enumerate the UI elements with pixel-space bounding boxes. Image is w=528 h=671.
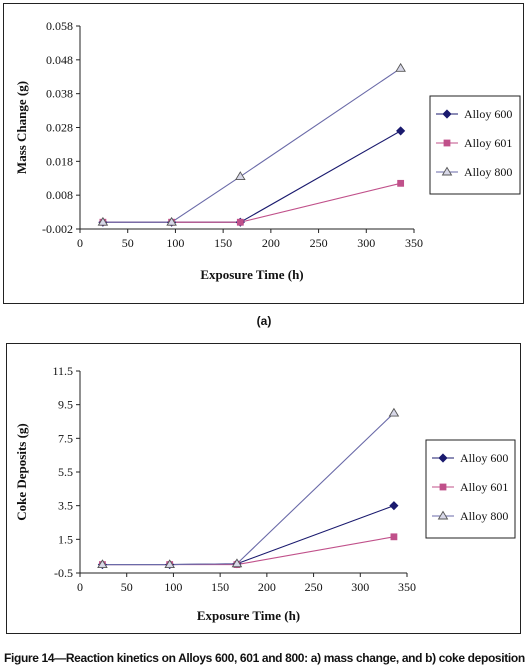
data-point [164,559,175,569]
y-tick-label: 0.008 [46,188,73,202]
data-point [97,216,109,226]
y-tick-label: 5.5 [58,465,73,479]
y-tick-label: 0.018 [46,154,73,168]
x-tick-label: 250 [305,580,323,594]
series-line [102,130,401,223]
y-tick-label: 0.038 [46,87,73,101]
x-tick-label: 100 [164,580,182,594]
legend-marker [439,483,447,491]
data-point [390,533,398,541]
y-tick-label: 3.5 [58,499,73,513]
x-axis-title: Exposure Time (h) [200,267,303,282]
y-tick-label: 7.5 [58,431,73,445]
y-tick-label: 0.028 [46,121,73,135]
data-point [235,171,246,181]
legend-marker [441,166,453,176]
data-point [388,407,400,417]
y-axis-title: Coke Deposits (g) [14,423,29,521]
legend-label: Alloy 800 [464,165,512,179]
x-tick-label: 350 [405,236,423,250]
x-tick-label: 250 [310,236,328,250]
series-line [102,536,395,566]
chart-panel-b: -0.5 1.5 3.5 5.5 7.5 9.5 11.5 0 50 100 150 200 250 30… [6,343,521,634]
y-tick-label: 0.048 [46,53,73,67]
legend-marker [438,453,448,463]
x-tick-label: 300 [351,580,369,594]
x-tick-label: 300 [357,236,375,250]
y-tick-label: -0.5 [54,566,73,580]
legend-marker [443,139,451,147]
legend-label: Alloy 800 [460,509,508,523]
panel-label: (a) [256,314,272,328]
chart-a-svg: -0.002 0.008 0.018 0.028 0.038 0.048 0.058 0 50 1… [14,19,521,282]
data-point [395,62,406,72]
x-tick-label: 200 [262,236,280,250]
x-tick-label: 0 [77,580,83,594]
chart-b-svg: -0.5 1.5 3.5 5.5 7.5 9.5 11.5 0 50 100 150 200 250 30… [14,364,516,623]
y-tick-label: 11.5 [52,364,73,378]
y-axis-title: Mass Change (g) [14,81,29,174]
series-line [102,67,401,223]
series-line [102,412,395,566]
y-tick-label: -0.002 [42,222,73,236]
chart-panel-a: -0.002 0.008 0.018 0.028 0.038 0.048 0.058 0 50 1… [3,3,524,304]
legend-marker [437,510,449,520]
data-point [97,559,108,569]
y-tick-label: 1.5 [58,532,73,546]
x-tick-label: 0 [77,236,83,250]
y-tick-label: 0.058 [46,19,73,33]
legend-label: Alloy 601 [460,480,508,494]
x-tick-label: 200 [258,580,276,594]
x-tick-label: 150 [211,580,229,594]
legend-label: Alloy 600 [460,451,508,465]
data-point [236,218,244,226]
x-tick-label: 50 [121,580,133,594]
data-point [389,501,399,511]
figure-caption: Figure 14—Reaction kinetics on Alloys 60… [4,651,525,665]
legend-label: Alloy 600 [464,107,512,121]
series-line [102,182,401,223]
x-tick-label: 100 [166,236,184,250]
x-tick-label: 50 [122,236,134,250]
data-point [231,558,243,568]
legend-marker [442,109,452,119]
x-tick-label: 150 [214,236,232,250]
series-line [102,505,395,566]
x-axis-title: Exposure Time (h) [197,608,300,623]
x-tick-label: 350 [398,580,416,594]
y-tick-label: 9.5 [58,398,73,412]
data-point [166,216,177,226]
legend-label: Alloy 601 [464,136,512,150]
data-point [397,179,405,187]
data-point [396,126,406,136]
